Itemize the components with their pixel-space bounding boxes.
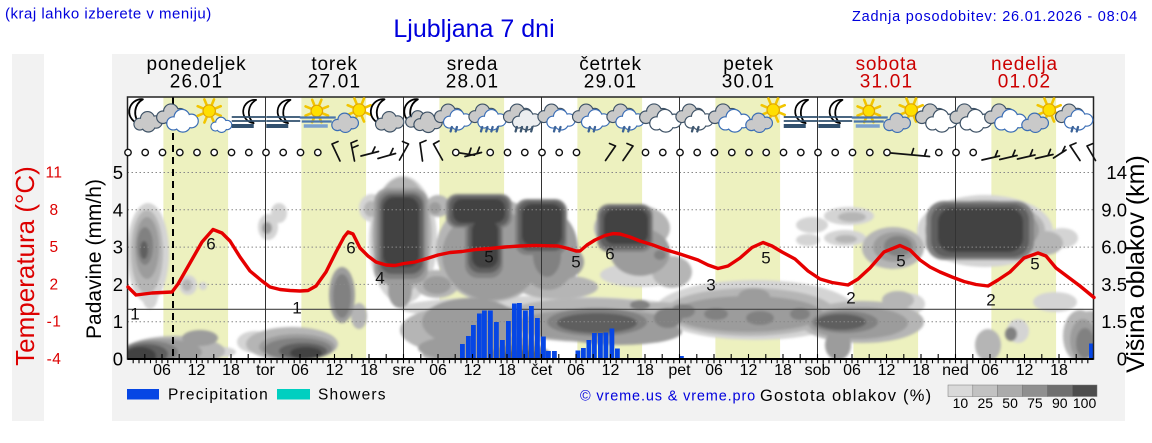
- svg-text:ponedeljek: ponedeljek: [147, 54, 247, 75]
- svg-text:četrtek: četrtek: [579, 54, 642, 75]
- svg-text:petek: petek: [723, 54, 773, 75]
- svg-text:5: 5: [896, 252, 905, 271]
- svg-text:Padavine (mm/h): Padavine (mm/h): [83, 179, 106, 339]
- svg-text:5: 5: [113, 162, 123, 183]
- svg-text:sobota: sobota: [856, 54, 918, 75]
- svg-text:Gostota oblakov (%): Gostota oblakov (%): [760, 387, 932, 405]
- svg-text:5: 5: [49, 239, 58, 256]
- svg-text:5: 5: [571, 253, 580, 272]
- svg-text:5: 5: [761, 249, 770, 268]
- svg-text:Precipitation: Precipitation: [168, 387, 269, 404]
- svg-text:18: 18: [774, 362, 792, 379]
- svg-text:06: 06: [567, 362, 585, 379]
- svg-text:Višina oblakov (km): Višina oblakov (km): [1122, 155, 1150, 373]
- svg-text:12: 12: [188, 362, 206, 379]
- svg-text:12: 12: [464, 362, 482, 379]
- svg-text:2: 2: [113, 274, 123, 295]
- svg-text:18: 18: [360, 362, 378, 379]
- svg-text:6.0: 6.0: [1101, 237, 1127, 258]
- svg-text:5: 5: [484, 248, 493, 267]
- svg-text:5: 5: [1030, 255, 1039, 274]
- svg-text:18: 18: [222, 362, 240, 379]
- svg-text:06: 06: [153, 362, 171, 379]
- svg-text:12: 12: [602, 362, 620, 379]
- svg-text:29.01: 29.01: [584, 72, 638, 93]
- svg-text:2: 2: [846, 289, 855, 308]
- svg-text:-1: -1: [47, 314, 62, 331]
- svg-text:Zadnja posodobitev: 26.01.2026: Zadnja posodobitev: 26.01.2026 - 08:04: [852, 9, 1138, 25]
- svg-text:ned: ned: [942, 362, 969, 379]
- svg-text:18: 18: [1050, 362, 1068, 379]
- svg-text:3.5: 3.5: [1101, 274, 1127, 295]
- svg-text:pet: pet: [668, 362, 691, 379]
- svg-text:50: 50: [1002, 395, 1018, 411]
- svg-text:27.01: 27.01: [308, 72, 362, 93]
- svg-text:1: 1: [292, 299, 301, 318]
- svg-text:čet: čet: [531, 362, 553, 379]
- svg-text:12: 12: [878, 362, 896, 379]
- svg-text:sreda: sreda: [447, 54, 499, 75]
- svg-text:© vreme.us & vreme.pro: © vreme.us & vreme.pro: [580, 389, 756, 405]
- svg-text:18: 18: [912, 362, 930, 379]
- svg-text:14: 14: [1106, 162, 1127, 183]
- svg-text:28.01: 28.01: [446, 72, 500, 93]
- svg-text:torek: torek: [311, 54, 357, 75]
- svg-text:sre: sre: [392, 362, 414, 379]
- svg-text:100: 100: [1073, 395, 1097, 411]
- svg-text:12: 12: [740, 362, 758, 379]
- svg-text:06: 06: [429, 362, 447, 379]
- svg-text:Showers: Showers: [318, 387, 387, 404]
- svg-text:12: 12: [1016, 362, 1034, 379]
- svg-text:6: 6: [206, 235, 215, 254]
- svg-text:4: 4: [375, 269, 384, 288]
- svg-text:tor: tor: [256, 362, 275, 379]
- svg-text:10: 10: [953, 395, 969, 411]
- svg-text:3: 3: [706, 276, 715, 295]
- svg-text:Ljubljana 7 dni: Ljubljana 7 dni: [393, 15, 554, 43]
- svg-text:25: 25: [977, 395, 993, 411]
- svg-text:2: 2: [986, 291, 995, 310]
- svg-text:30.01: 30.01: [722, 72, 776, 93]
- svg-text:-4: -4: [47, 351, 62, 368]
- svg-text:sob: sob: [805, 362, 831, 379]
- svg-text:18: 18: [636, 362, 654, 379]
- svg-text:2: 2: [49, 276, 58, 293]
- svg-text:01.02: 01.02: [998, 72, 1052, 93]
- svg-text:06: 06: [843, 362, 861, 379]
- svg-text:90: 90: [1052, 395, 1068, 411]
- svg-text:11: 11: [45, 165, 62, 182]
- svg-text:4: 4: [113, 199, 123, 220]
- svg-text:31.01: 31.01: [860, 72, 914, 93]
- svg-text:Temperatura (°C): Temperatura (°C): [10, 166, 40, 366]
- svg-text:9.0: 9.0: [1101, 199, 1127, 220]
- svg-text:6: 6: [605, 245, 614, 264]
- svg-text:nedelja: nedelja: [991, 54, 1058, 75]
- svg-text:3: 3: [113, 237, 123, 258]
- svg-text:6: 6: [346, 239, 355, 258]
- svg-text:75: 75: [1027, 395, 1043, 411]
- svg-text:26.01: 26.01: [170, 72, 224, 93]
- svg-text:06: 06: [981, 362, 999, 379]
- svg-text:1: 1: [130, 305, 139, 324]
- svg-text:0: 0: [1117, 349, 1127, 370]
- svg-text:0: 0: [113, 349, 123, 370]
- svg-text:1.5: 1.5: [1101, 311, 1127, 332]
- svg-text:(kraj lahko izberete v meniju): (kraj lahko izberete v meniju): [5, 6, 212, 23]
- svg-text:8: 8: [49, 202, 58, 219]
- svg-text:1: 1: [113, 311, 123, 332]
- svg-text:18: 18: [498, 362, 516, 379]
- svg-text:06: 06: [705, 362, 723, 379]
- svg-text:06: 06: [291, 362, 309, 379]
- svg-text:12: 12: [326, 362, 344, 379]
